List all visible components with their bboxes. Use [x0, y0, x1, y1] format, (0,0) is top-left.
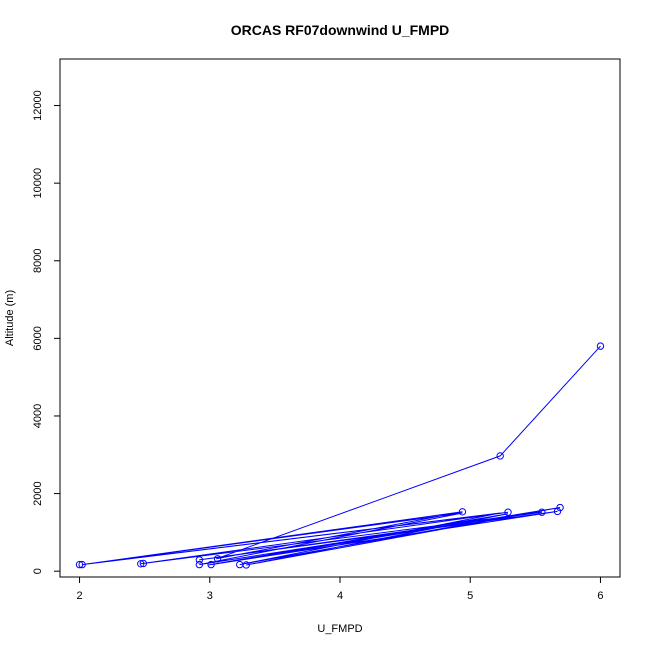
x-tick-label: 4	[337, 590, 343, 602]
data-point	[195, 560, 204, 569]
data-point	[458, 508, 467, 516]
x-tick-label: 3	[207, 590, 213, 602]
data-point	[75, 560, 84, 569]
data-point	[496, 452, 504, 460]
data-point	[78, 560, 86, 569]
x-tick-label: 2	[76, 590, 82, 602]
data-point	[213, 555, 222, 563]
data-point	[137, 560, 145, 568]
chart-title: ORCAS RF07downwind U_FMPD	[231, 22, 450, 38]
x-tick-label: 6	[597, 590, 603, 602]
x-axis: 2 3 4 5 6	[76, 576, 604, 602]
y-tick-label: 12000	[32, 90, 44, 121]
data-point	[538, 508, 546, 516]
x-tick-label: 5	[467, 590, 473, 602]
data-point	[195, 556, 204, 564]
data-point	[207, 560, 215, 569]
y-axis: 0 2000 4000 6000 8000 10000 12000	[32, 90, 61, 574]
y-tick-label: 10000	[32, 168, 44, 199]
x-axis-label: U_FMPD	[317, 623, 362, 635]
y-tick-label: 8000	[32, 249, 44, 273]
y-axis-label: Altitude (m)	[4, 290, 16, 346]
data-point	[556, 503, 564, 512]
data-point	[596, 342, 605, 350]
data-point	[504, 508, 512, 516]
data-point	[242, 561, 250, 569]
series-line	[82, 345, 601, 566]
y-tick-label: 0	[32, 568, 44, 574]
data-point	[139, 559, 148, 568]
y-tick-label: 6000	[32, 326, 44, 350]
y-tick-label: 4000	[32, 404, 44, 428]
data-point	[553, 507, 562, 516]
series-layer	[82, 345, 601, 566]
y-tick-label: 2000	[32, 481, 44, 505]
plot-area-frame	[59, 58, 621, 578]
points-layer	[75, 342, 605, 569]
